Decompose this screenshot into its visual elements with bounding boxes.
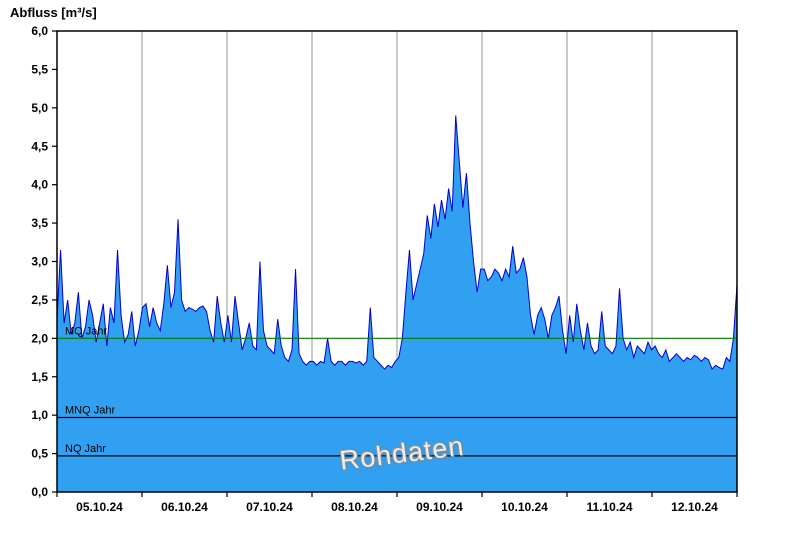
discharge-line-series [56,115,738,370]
y-tick-label: 4,0 [31,178,48,192]
x-tick-label: 06.10.24 [161,500,208,514]
x-tick-label: 05.10.24 [76,500,123,514]
y-tick-label: 1,0 [31,408,48,422]
reference-line-label-1: MNQ Jahr [65,404,115,416]
y-tick-label: 2,5 [31,293,48,307]
reference-line-label-0: MQ Jahr [65,325,108,337]
y-tick-label: 3,0 [31,255,48,269]
y-tick-label: 1,5 [31,370,48,384]
y-tick-label: 3,5 [31,216,48,230]
x-tick-label: 09.10.24 [416,500,463,514]
x-tick-label: 08.10.24 [331,500,378,514]
x-tick-label: 07.10.24 [246,500,293,514]
discharge-area-series [57,115,737,493]
x-tick-label: 12.10.24 [671,500,718,514]
chart-title: Abfluss [m³/s] [10,5,97,20]
y-tick-label: 4,5 [31,139,48,153]
y-tick-label: 5,0 [31,101,48,115]
y-tick-label: 0,5 [31,447,48,461]
y-tick-label: 5,5 [31,62,48,76]
x-tick-label: 10.10.24 [501,500,548,514]
reference-line-label-2: NQ Jahr [65,443,106,455]
x-tick-label: 11.10.24 [586,500,632,514]
y-tick-label: 2,0 [31,331,48,345]
y-tick-label: 0,0 [31,485,48,499]
y-tick-label: 6,0 [31,24,48,38]
